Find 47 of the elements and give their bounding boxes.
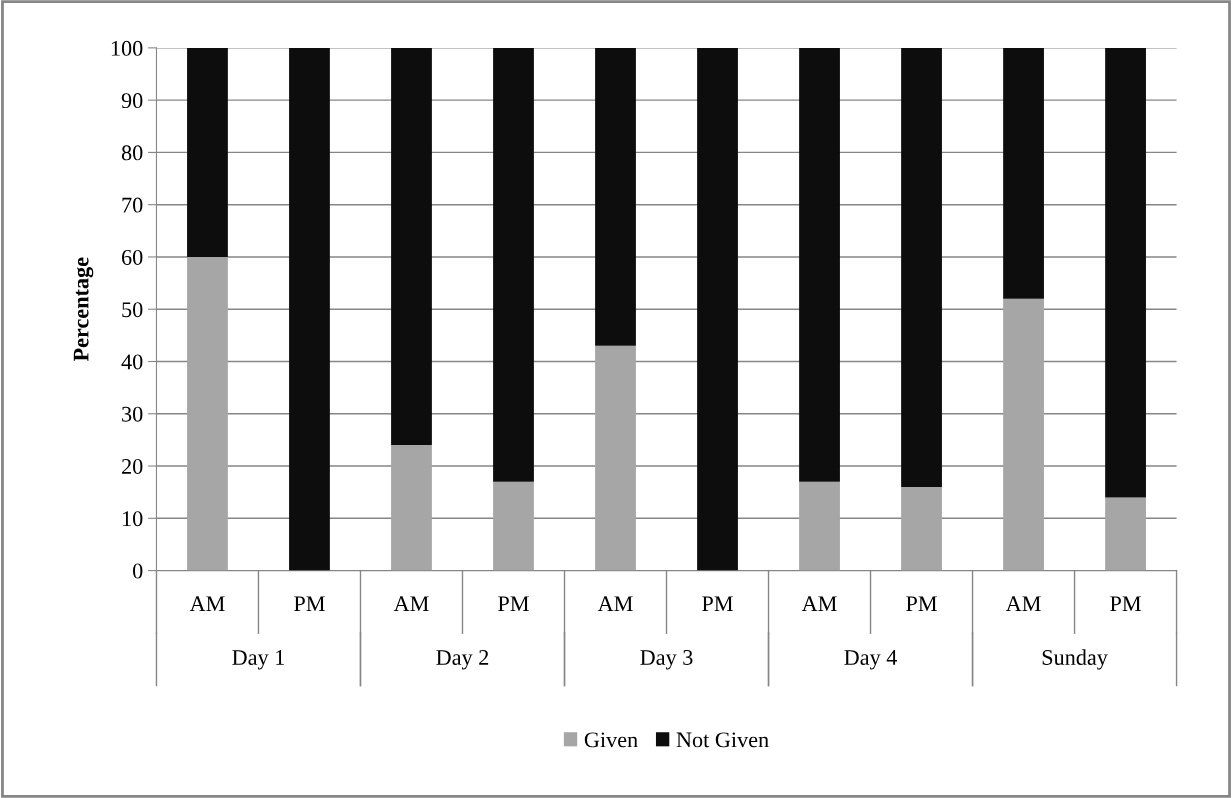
bar xyxy=(289,47,330,571)
bar xyxy=(799,47,840,482)
y-tick-label: 100 xyxy=(111,40,143,56)
bar xyxy=(1003,47,1044,299)
y-axis-title: Percentage xyxy=(73,257,94,362)
x-tick-label: AM xyxy=(801,596,837,611)
bar xyxy=(493,481,534,571)
x-tick-label: AM xyxy=(393,596,429,611)
y-tick-label: 80 xyxy=(121,145,143,161)
bar xyxy=(1105,47,1146,498)
bar xyxy=(1003,298,1044,571)
text: Sunday xyxy=(1042,649,1108,670)
y-tick-label: 10 xyxy=(123,511,143,527)
x-tick-label: PM xyxy=(702,596,733,611)
y-tick-label: 50 xyxy=(122,302,143,318)
y-tick-label: 30 xyxy=(122,406,143,422)
bar xyxy=(901,47,942,487)
y-tick-label: 60 xyxy=(122,249,143,265)
text: Day 4 xyxy=(844,650,898,670)
y-tick-label: 90 xyxy=(121,93,143,109)
x-tick-label: AM xyxy=(189,596,225,611)
bar xyxy=(799,481,840,571)
bar xyxy=(187,256,228,571)
bar xyxy=(391,47,432,446)
bar xyxy=(493,47,534,482)
x-tick-label: PM xyxy=(498,596,529,611)
y-tick-label: 40 xyxy=(121,354,143,370)
text: Day 1 xyxy=(232,650,284,670)
x-tick-label: PM xyxy=(1110,596,1141,611)
bar xyxy=(697,47,738,571)
legend-label: Not Given xyxy=(676,732,769,748)
bar xyxy=(595,345,636,571)
x-tick-label: PM xyxy=(906,596,937,611)
bar xyxy=(901,486,942,571)
y-tick-label: 70 xyxy=(122,197,143,213)
x-tick-label: PM xyxy=(294,596,325,611)
y-tick-label: 20 xyxy=(122,458,143,474)
bar xyxy=(187,47,228,257)
bar xyxy=(391,445,432,571)
x-tick-label: AM xyxy=(597,596,633,611)
text: Day 3 xyxy=(640,649,693,670)
text: Day 2 xyxy=(436,649,489,670)
legend-label: Given xyxy=(584,732,638,748)
bar xyxy=(1105,497,1146,571)
x-tick-label: AM xyxy=(1005,596,1041,611)
y-tick-label: 0 xyxy=(133,563,143,579)
bar xyxy=(595,47,636,346)
